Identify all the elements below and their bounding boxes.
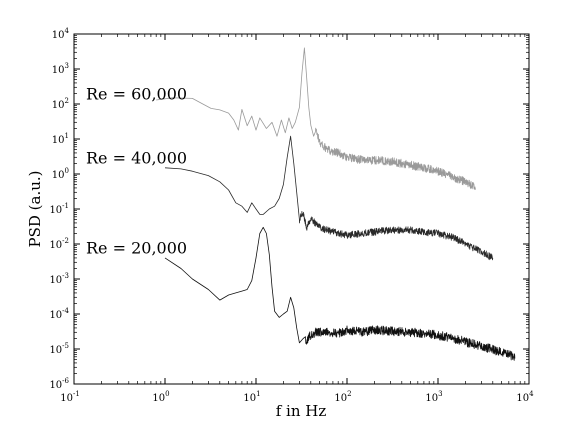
psd-series-line <box>164 226 516 361</box>
x-tick-label: 100 <box>152 390 169 404</box>
y-tick-label: 10-5 <box>49 342 69 356</box>
y-tick-label: 10-6 <box>49 377 69 391</box>
y-tick-label: 10-3 <box>49 272 69 286</box>
series-layer <box>156 47 516 361</box>
y-tick-label: 101 <box>52 132 69 146</box>
x-tick-label: 103 <box>425 390 442 404</box>
psd-series-line <box>156 47 476 190</box>
x-tick-label: 104 <box>516 390 534 404</box>
x-tick-label: 101 <box>243 390 260 404</box>
y-tick-label: 103 <box>52 62 69 76</box>
series-annotation: Re = 40,000 <box>86 148 187 167</box>
ticks-layer: 10-1 100 101 102 103 104 10-6 10-5 10-4 10-3 10-2 1… <box>49 27 534 404</box>
y-tick-label: 102 <box>52 97 69 111</box>
y-tick-label: 10-2 <box>49 237 69 251</box>
series-annotation: Re = 20,000 <box>86 238 187 257</box>
y-tick-label: 10-4 <box>49 307 69 321</box>
y-tick-label: 10-1 <box>49 202 69 216</box>
y-tick-label: 100 <box>52 167 69 181</box>
annotation-layer: Re = 60,000 Re = 40,000 Re = 20,000 <box>86 84 187 257</box>
x-tick-label: 102 <box>334 390 351 404</box>
x-axis-title: f in Hz <box>276 402 327 420</box>
y-tick-label: 104 <box>52 27 70 41</box>
y-axis-title: PSD (a.u.) <box>26 170 44 247</box>
series-annotation: Re = 60,000 <box>86 84 187 103</box>
psd-series-line <box>164 135 494 261</box>
x-tick-label: 10-1 <box>60 390 80 404</box>
